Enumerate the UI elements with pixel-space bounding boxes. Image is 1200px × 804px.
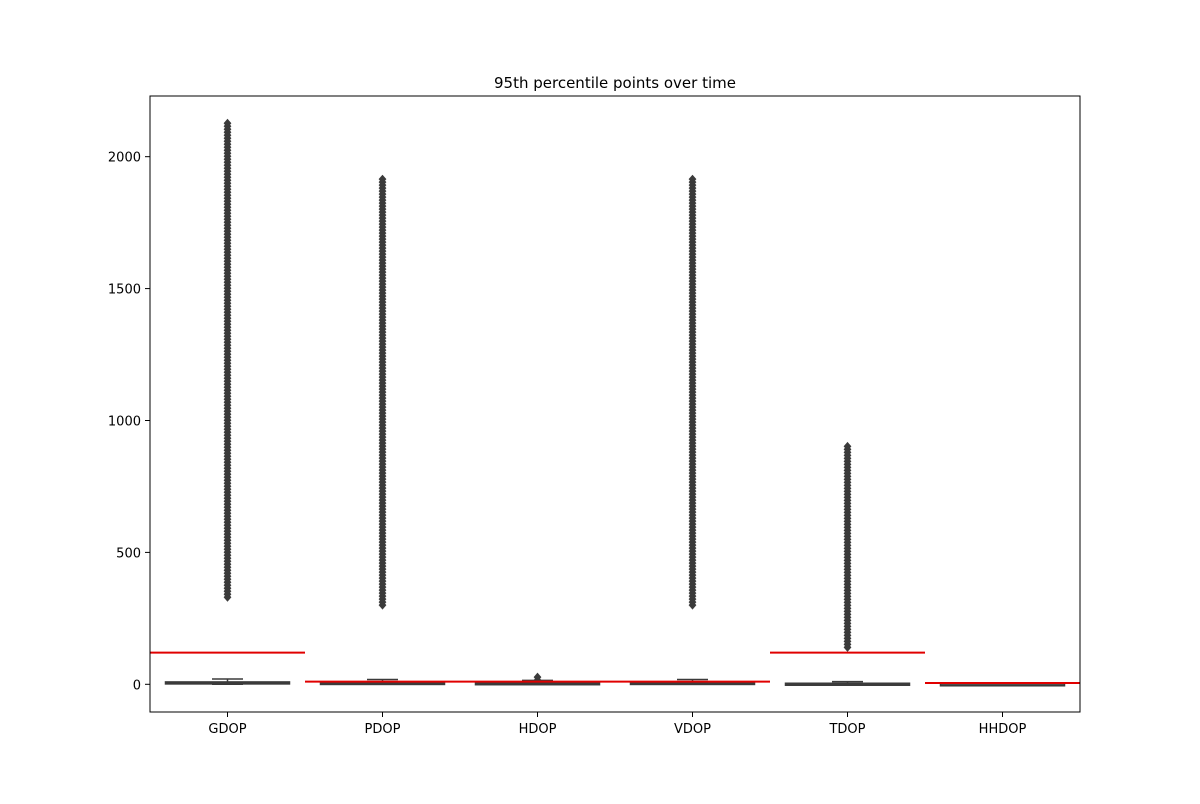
chart-axes: 0 500 1000 1500 2000 GDOP PDOP HDOP VDOP TDOP HHDO… — [108, 151, 1027, 737]
chart-title: 95th percentile points over time — [494, 74, 736, 92]
x-tick-label: VDOP — [674, 722, 711, 737]
x-tick-label: PDOP — [365, 722, 401, 737]
outlier-point — [843, 441, 852, 451]
y-tick-label: 2000 — [108, 151, 141, 166]
outlier-group-tdop — [843, 441, 852, 652]
outlier-point — [688, 174, 697, 184]
y-tick-label: 1500 — [108, 283, 141, 298]
y-tick-label: 500 — [116, 546, 141, 561]
plot-frame — [149, 95, 1081, 713]
outlier-group-vdop — [688, 174, 697, 610]
outlier-point — [223, 118, 232, 128]
outlier-group-pdop — [378, 174, 387, 610]
y-tick-label: 1000 — [108, 414, 141, 429]
outlier-group-gdop — [223, 118, 232, 602]
outlier-point — [378, 174, 387, 184]
x-tick-label: TDOP — [828, 722, 865, 737]
x-tick-label: HDOP — [519, 722, 557, 737]
y-tick-label: 0 — [133, 678, 141, 693]
x-tick-label: GDOP — [208, 722, 246, 737]
x-tick-label: HHDOP — [979, 722, 1027, 737]
chart-marks — [150, 118, 1080, 687]
